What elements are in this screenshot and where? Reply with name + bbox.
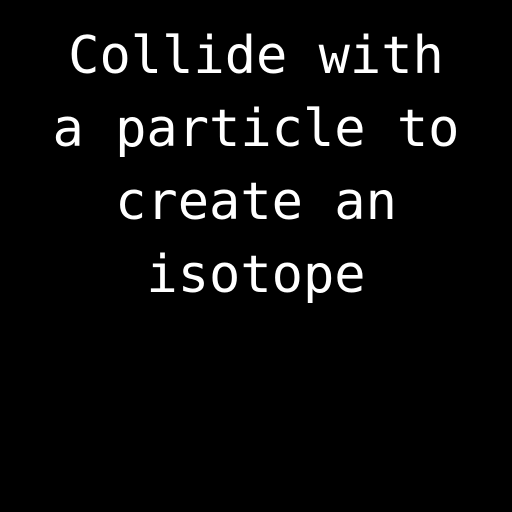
instruction-line-3: create an xyxy=(115,172,397,232)
instruction-line-2: a particle to xyxy=(52,99,460,159)
instruction-line-4: isotope xyxy=(146,245,366,305)
instruction-text: Collide with a particle to create an iso… xyxy=(0,20,512,312)
instruction-line-1: Collide with xyxy=(68,26,444,86)
